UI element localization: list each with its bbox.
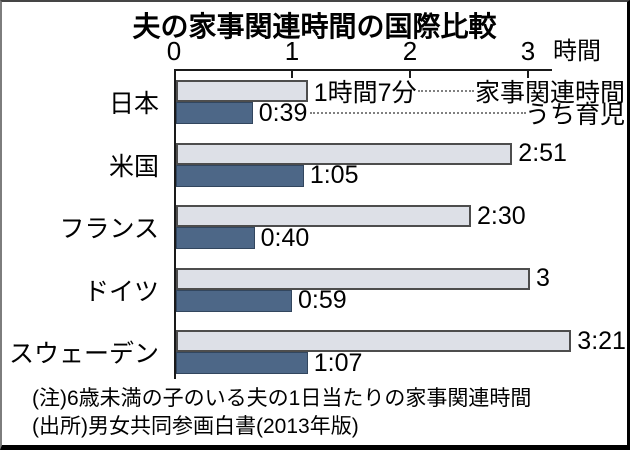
x-tick-label: 2 (402, 36, 418, 66)
bar-childcare (176, 289, 293, 312)
x-tick-label: 0 (166, 36, 182, 66)
value-label-childcare: 0:40 (260, 223, 310, 252)
bar-childcare (176, 352, 308, 374)
bar-childcare (176, 102, 253, 124)
bar-childcare (176, 227, 255, 249)
country-label: 日本 (108, 90, 159, 118)
value-label-childcare: 0:59 (298, 286, 347, 314)
x-tick-mark (291, 71, 293, 78)
x-tick-mark (409, 71, 411, 78)
country-label: フランス (59, 215, 159, 243)
bar-housework (176, 267, 530, 290)
value-label-housework: 1時間7分 (313, 79, 417, 107)
leader-dots-housework (418, 90, 474, 92)
bar-housework (176, 205, 471, 227)
bar-housework (176, 80, 308, 102)
footnotes: (注)6歳未満の子のいる夫の1日当たりの家事関連時間 (出所)男女共同参画白書(… (32, 385, 531, 441)
country-label: スウェーデン (8, 340, 159, 368)
bar-housework (176, 330, 572, 352)
bar-childcare (176, 164, 304, 187)
country-label: 米国 (108, 152, 159, 181)
value-label-housework: 2:51 (518, 139, 567, 167)
value-label-childcare: 0:39 (258, 98, 308, 127)
y-axis-line (174, 69, 176, 379)
x-axis-unit-label: 時間 (553, 38, 601, 65)
legend-childcare: うち育児 (524, 101, 625, 129)
value-label-childcare: 1:05 (309, 161, 359, 189)
country-label: ドイツ (83, 277, 159, 306)
leader-dots-childcare (310, 112, 526, 114)
value-label-housework: 3:21 (577, 326, 626, 355)
x-axis-line (174, 69, 552, 71)
x-tick-label: 1 (284, 36, 300, 66)
x-tick-label: 3 (520, 36, 536, 66)
value-label-housework: 3 (536, 264, 550, 292)
x-tick-mark (527, 71, 529, 78)
value-label-housework: 2:30 (477, 201, 526, 230)
value-label-childcare: 1:07 (313, 348, 363, 377)
bar-housework (176, 142, 513, 165)
chart-title: 夫の家事関連時間の国際比較 (132, 11, 497, 42)
footnote-note: (注)6歳未満の子のいる夫の1日当たりの家事関連時間 (32, 387, 532, 410)
footnote-source: (出所)男女共同参画白書(2013年版) (32, 415, 359, 438)
